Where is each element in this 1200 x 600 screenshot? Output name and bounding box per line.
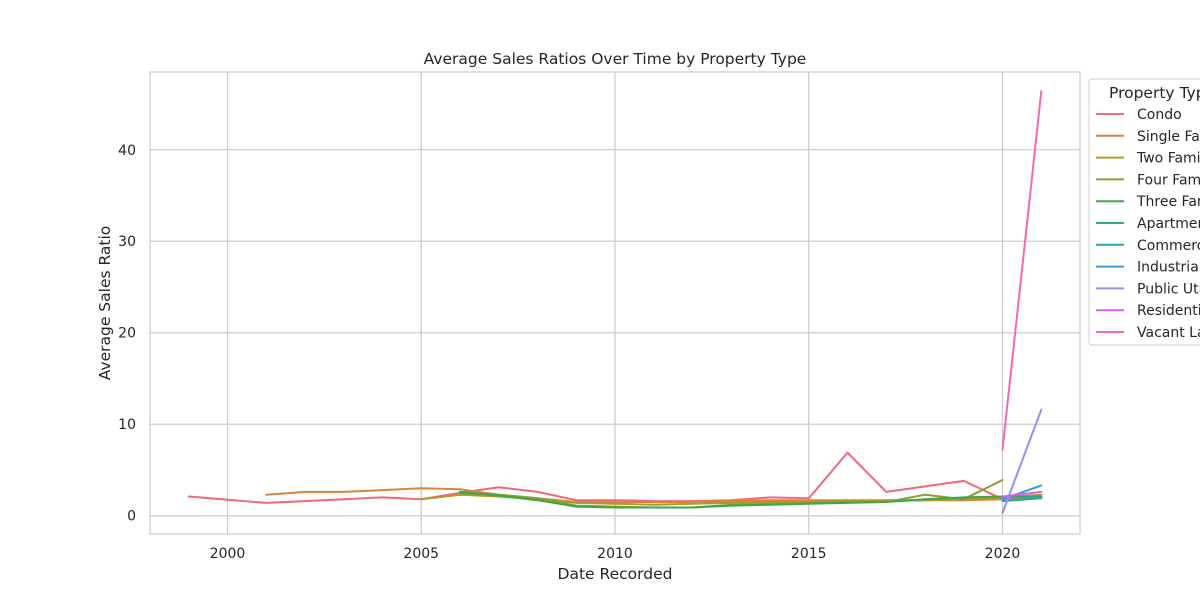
legend-label-commercial: Commercial — [1137, 238, 1200, 254]
legend-label-public-utility: Public Utility — [1137, 281, 1200, 297]
x-tick-label: 2000 — [210, 546, 246, 562]
y-tick-label: 10 — [118, 417, 136, 433]
plot-frame — [149, 71, 1081, 535]
legend-label-four-family: Four Family — [1137, 172, 1200, 188]
legend-label-vacant-land: Vacant Land — [1137, 325, 1200, 341]
series-layer — [187, 90, 1043, 514]
y-tick-label: 20 — [118, 326, 136, 342]
series-line-three-family — [459, 490, 1043, 509]
x-axis-title: Date Recorded — [558, 565, 673, 583]
x-tick-label: 2015 — [791, 546, 827, 562]
chart-title: Average Sales Ratios Over Time by Proper… — [424, 50, 807, 68]
legend-label-residential: Residential — [1137, 303, 1200, 319]
legend-label-apartments: Apartments — [1137, 216, 1200, 232]
x-tick-label: 2010 — [597, 546, 633, 562]
series-line-commercial — [1001, 497, 1043, 503]
y-axis-title: Average Sales Ratio — [96, 226, 114, 381]
grid-layer — [150, 72, 1080, 534]
legend-label-industrial: Industrial — [1137, 260, 1200, 276]
legend: Property Type Condo Single Family Two Fami… — [1088, 78, 1200, 346]
legend-box — [1088, 78, 1200, 346]
y-tick-label: 0 — [127, 509, 136, 525]
tick-layer: 2000 2005 2010 2015 2020 0 10 20 30 40 — [118, 143, 1020, 562]
series-line-residential — [1001, 490, 1043, 498]
legend-label-two-family: Two Family — [1136, 151, 1200, 167]
legend-label-three-family: Three Family — [1136, 194, 1200, 210]
series-line-condo — [187, 451, 1043, 504]
x-tick-label: 2005 — [403, 546, 439, 562]
legend-label-condo: Condo — [1137, 107, 1182, 123]
x-tick-label: 2020 — [985, 546, 1021, 562]
y-tick-label: 30 — [118, 234, 136, 250]
y-tick-label: 40 — [118, 143, 136, 159]
legend-items: Condo Single Family Two Family Four Family T… — [1096, 107, 1200, 341]
series-line-vacant-land — [1001, 90, 1043, 451]
legend-title: Property Type — [1109, 84, 1200, 102]
legend-label-single-family: Single Family — [1137, 129, 1200, 145]
